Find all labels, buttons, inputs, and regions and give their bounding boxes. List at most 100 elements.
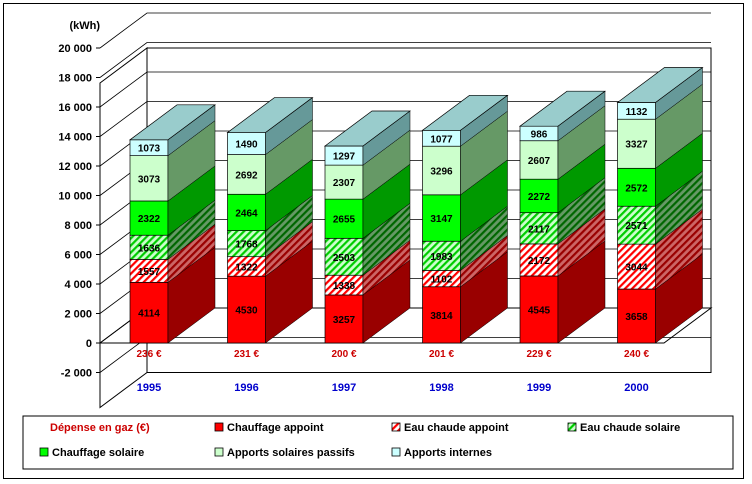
data-label: 2322 (138, 214, 161, 225)
bar-segment (519, 275, 559, 344)
y-tick-label: 8 000 (64, 220, 92, 232)
bar-stack: 3814 1102 1983 3147 3296 1077 (421, 94, 509, 344)
data-label: 1490 (235, 140, 258, 151)
y-tick-label: -2 000 (61, 368, 92, 380)
bar-stack: 4530 1322 1768 2464 2692 1490 (226, 97, 314, 344)
bar-top (226, 97, 314, 133)
y-tick-label: 2 000 (64, 309, 92, 321)
bar-segment (617, 167, 656, 207)
data-label: 3147 (430, 214, 453, 225)
data-label: 4530 (235, 306, 258, 317)
data-label: 2172 (528, 256, 551, 267)
data-label: 1768 (235, 240, 258, 251)
gridline (99, 101, 711, 137)
year-label: 1998 (429, 382, 453, 394)
bar-top (323, 110, 412, 147)
legend: Dépense en gaz (€) Chauffage appoint Eau … (22, 415, 734, 470)
gas-cost-label: 231 € (234, 349, 259, 360)
data-label: 4114 (138, 309, 160, 320)
legend-gas-label: Dépense en gaz (€) (50, 422, 150, 434)
bar-segment (519, 140, 559, 180)
data-label: 2503 (333, 253, 356, 264)
x-labels: 236 € 1995 231 € 1996 200 € 1997 201 € 1998 229 … (136, 349, 649, 394)
data-label: 2692 (235, 170, 258, 181)
data-label: 3658 (625, 312, 648, 323)
bar-top (616, 67, 704, 103)
bar-top (421, 94, 509, 131)
legend-swatch (391, 422, 401, 432)
data-label: 2117 (528, 224, 550, 235)
data-label: 1322 (235, 262, 258, 273)
legend-entry-label: Eau chaude solaire (580, 422, 680, 434)
bar-segment (129, 155, 169, 202)
bar-segment (519, 212, 559, 245)
bar-segment (227, 230, 266, 258)
bar-segment (227, 193, 266, 231)
bar-segment (129, 234, 169, 260)
gridline (99, 71, 711, 108)
gridline (99, 42, 711, 78)
legend-swatch (214, 422, 224, 432)
data-label: 1983 (430, 252, 453, 263)
legend-entry-label: Eau chaude appoint (404, 422, 509, 434)
gas-cost-label: 201 € (429, 349, 454, 360)
data-label: 1338 (333, 281, 356, 292)
data-label: 2571 (625, 221, 648, 232)
y-tick-label: 14 000 (58, 132, 92, 144)
year-label: 1997 (332, 382, 356, 394)
y-tick-label: 12 000 (58, 161, 92, 173)
data-label: 1557 (138, 267, 161, 278)
data-label: 2655 (333, 215, 356, 226)
y-tick-label: 6 000 (64, 250, 92, 262)
legend-entry-label: Chauffage appoint (227, 422, 324, 434)
legend-swatch (567, 422, 577, 432)
legend-swatch (39, 447, 49, 457)
legend-entry-label: Chauffage solaire (52, 447, 144, 459)
y-tick-label: 20 000 (58, 43, 92, 55)
bar-stack: 4545 2172 2117 2272 2607 986 (518, 90, 607, 344)
year-label: 1999 (527, 382, 551, 394)
data-label: 3814 (430, 311, 453, 322)
bar-segment (617, 205, 656, 245)
year-label: 1996 (234, 382, 258, 394)
legend-swatch (391, 447, 401, 457)
gas-cost-label: 229 € (526, 349, 551, 360)
gas-cost-label: 240 € (624, 349, 649, 360)
data-label: 1102 (431, 275, 453, 286)
data-label: 1077 (430, 134, 453, 145)
legend-entry-label: Apports internes (404, 447, 492, 459)
y-axis: (kWh) -2 000 0 2 000 4 000 6 000 8 000 10 000 1… (58, 20, 101, 408)
legend-entry-label: Apports solaires passifs (227, 447, 355, 459)
data-label: 1132 (626, 107, 648, 118)
bars: 4114 1557 1636 2322 3073 1073 4530 1322 1768 2464… (128, 67, 704, 344)
y-tick-label: 16 000 (58, 102, 92, 114)
y-unit-label: (kWh) (69, 20, 100, 32)
y-tick-label: 10 000 (58, 191, 92, 203)
y-tick-label: 0 (86, 338, 92, 350)
legend-swatch (214, 447, 224, 457)
data-label: 2607 (528, 156, 551, 167)
bar-top (128, 104, 217, 141)
data-label: 2272 (528, 192, 551, 203)
bar-top (518, 90, 607, 127)
y-tick-label: 4 000 (64, 279, 92, 291)
data-label: 1636 (138, 243, 161, 254)
bar-stack: 3658 3044 2571 2572 3327 1132 (616, 67, 704, 344)
data-label: 2464 (235, 208, 258, 219)
bar-segment (129, 200, 169, 236)
bar-segment (227, 154, 266, 195)
data-label: 3073 (138, 174, 161, 185)
bar-stack: 4114 1557 1636 2322 3073 1073 (128, 104, 217, 344)
year-label: 1995 (137, 382, 161, 394)
data-label: 3044 (625, 263, 648, 274)
bar-segment (519, 178, 559, 214)
data-label: 3327 (625, 140, 648, 151)
data-label: 3257 (333, 315, 356, 326)
bar-segment (227, 275, 266, 344)
data-label: 2572 (625, 183, 648, 194)
gas-cost-label: 236 € (136, 349, 161, 360)
bar-stack: 3257 1338 2503 2655 2307 1297 (323, 110, 412, 344)
gas-cost-label: 200 € (331, 349, 356, 360)
bar-segment (617, 288, 656, 344)
gridline (99, 12, 711, 49)
